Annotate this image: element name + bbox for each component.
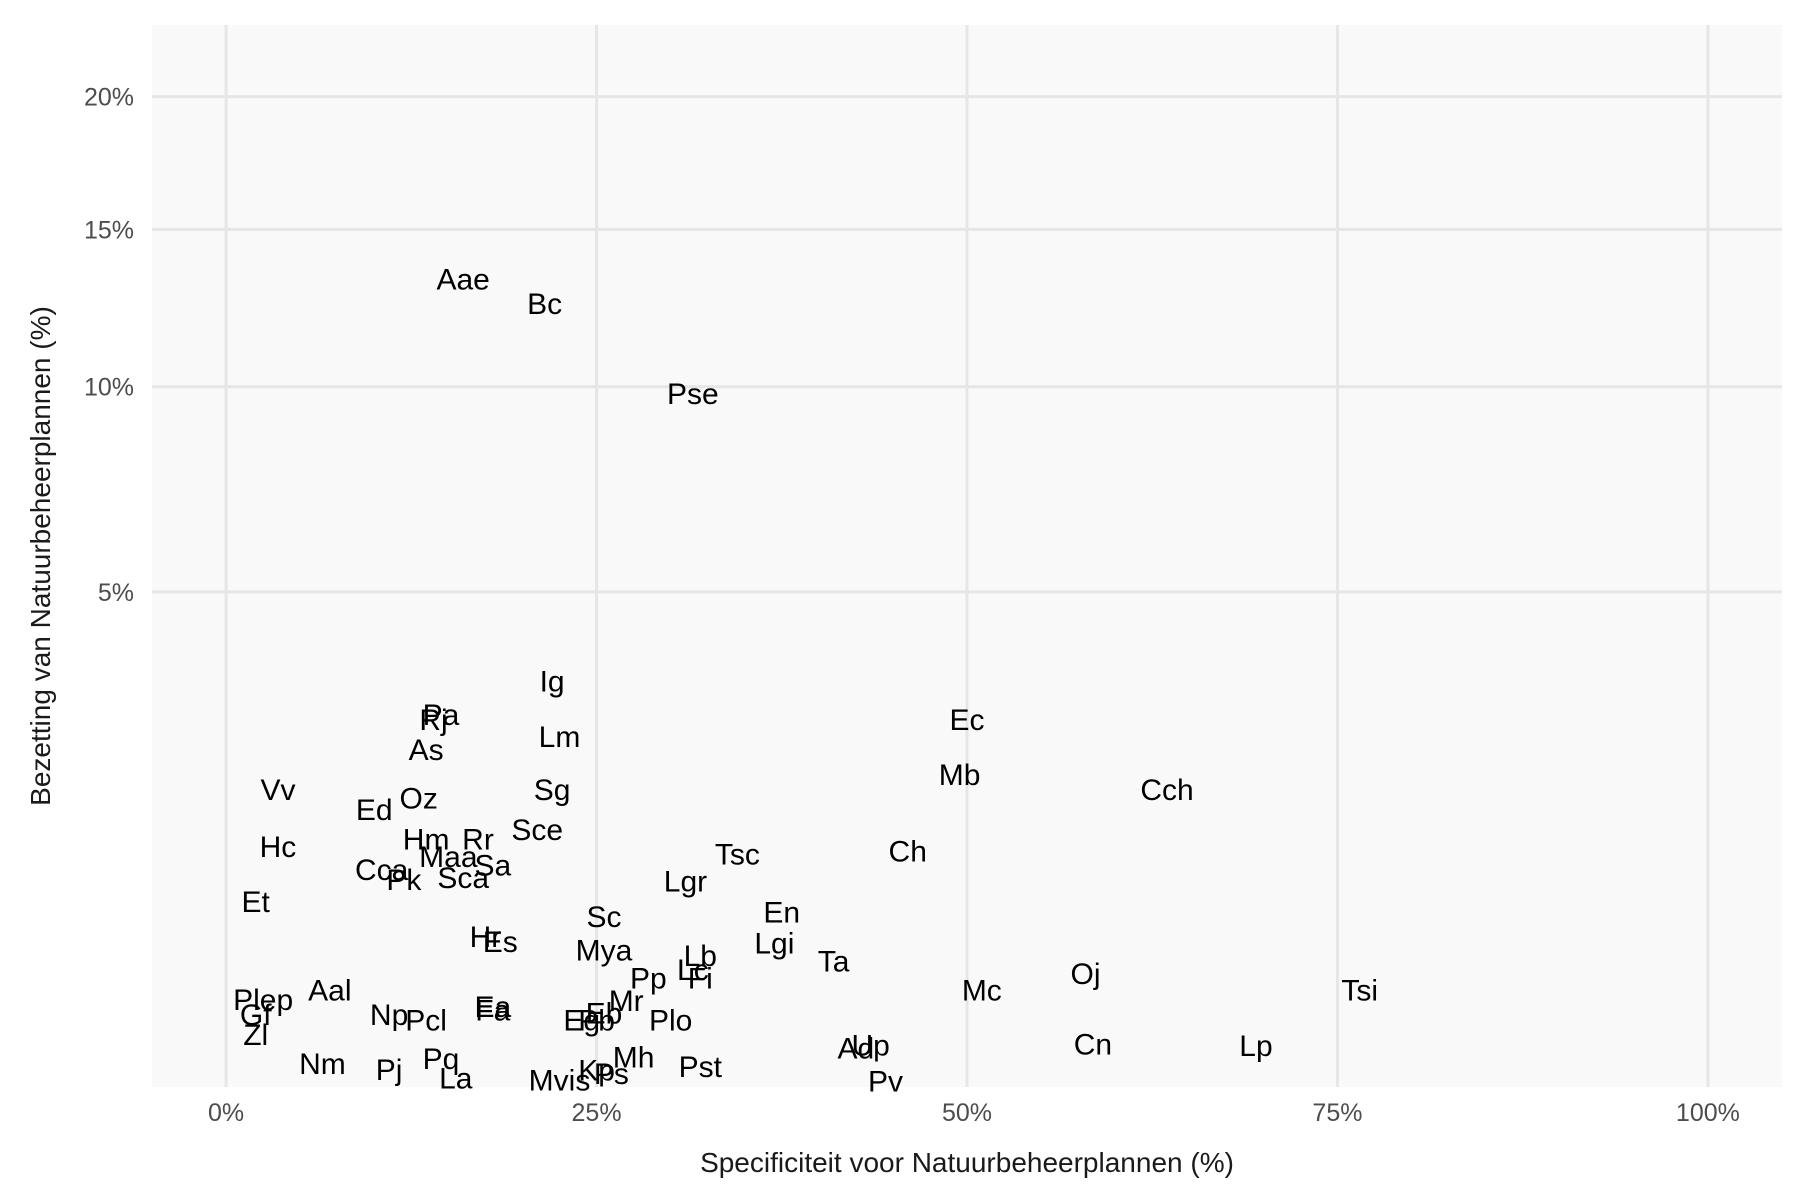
point-label-ad: Ad <box>838 1033 875 1066</box>
point-label-oz: Oz <box>400 782 438 815</box>
point-label-pb: Pb <box>578 1005 615 1038</box>
point-label-gf: Gf <box>240 999 272 1032</box>
point-label-sc: Sc <box>586 901 621 934</box>
x-axis-ticks: 0% 25% 50% 75% 100% <box>208 1099 1740 1127</box>
point-label-ec: Ec <box>949 704 984 737</box>
point-label-hm: Hm <box>403 823 450 856</box>
point-label-cn: Cn <box>1074 1028 1112 1061</box>
point-label-fi: Fi <box>688 963 713 996</box>
point-label-pa: Pa <box>423 699 460 732</box>
point-label-mh: Mh <box>613 1041 655 1074</box>
point-label-bc: Bc <box>527 288 562 321</box>
point-label-nm: Nm <box>299 1048 346 1081</box>
point-label-ps: Ps <box>594 1058 629 1091</box>
point-label-aae: Aae <box>436 263 489 296</box>
point-label-es: Es <box>483 926 518 959</box>
point-label-pp: Pp <box>630 963 667 996</box>
x-axis-title: Specificiteit voor Natuurbeheerplannen (… <box>700 1147 1234 1178</box>
point-label-plep: Plep <box>233 984 293 1017</box>
point-label-ch: Ch <box>889 836 927 869</box>
x-tick-label: 100% <box>1676 1099 1740 1127</box>
point-label-hc: Hc <box>260 831 297 864</box>
point-label-rj: Rj <box>419 704 447 737</box>
y-tick-label: 15% <box>84 216 134 244</box>
point-label-oj: Oj <box>1071 958 1101 991</box>
point-label-tsc: Tsc <box>715 839 760 872</box>
point-label-kp: Kp <box>578 1055 615 1088</box>
point-label-lc: Lc <box>677 954 709 987</box>
point-label-mr: Mr <box>609 985 644 1018</box>
point-label-eb: Eb <box>586 998 623 1031</box>
point-label-en: En <box>763 897 800 930</box>
x-tick-label: 75% <box>1312 1099 1362 1127</box>
point-label-np: Np <box>370 999 408 1032</box>
point-label-as: As <box>409 734 444 767</box>
x-tick-label: 25% <box>572 1099 622 1127</box>
point-label-sce: Sce <box>511 814 563 847</box>
point-label-up: Up <box>852 1030 890 1063</box>
point-label-sca: Sca <box>437 862 489 895</box>
point-label-aal: Aal <box>308 974 351 1007</box>
point-label-pk: Pk <box>386 864 422 897</box>
y-tick-label: 5% <box>98 579 134 607</box>
y-axis-title: Bezetting van Natuurbeheerplannen (%) <box>25 306 56 806</box>
point-label-mya: Mya <box>576 934 633 967</box>
point-label-mvis: Mvis <box>529 1065 591 1098</box>
point-label-pv: Pv <box>868 1066 903 1099</box>
point-label-cca: Cca <box>355 854 409 887</box>
point-label-et: Et <box>242 886 271 919</box>
point-label-eg: Eg <box>563 1005 600 1038</box>
point-label-tsi: Tsi <box>1341 974 1378 1007</box>
point-label-vv: Vv <box>260 774 295 807</box>
point-label-pq: Pq <box>423 1043 460 1076</box>
point-label-mc: Mc <box>962 974 1002 1007</box>
point-label-la: La <box>439 1062 473 1095</box>
y-axis-ticks: 5% 10% 15% 20% <box>84 84 134 607</box>
x-tick-label: 50% <box>942 1099 992 1127</box>
point-label-sg: Sg <box>534 774 571 807</box>
gridlines <box>152 25 1782 1087</box>
point-label-lb: Lb <box>684 940 717 973</box>
point-label-plo: Plo <box>649 1005 692 1038</box>
point-label-cch: Cch <box>1140 774 1193 807</box>
point-label-ed: Ed <box>356 794 393 827</box>
point-label-pst: Pst <box>679 1051 723 1084</box>
point-label-sa: Sa <box>474 850 511 883</box>
point-label-lm: Lm <box>539 721 581 754</box>
point-label-ta: Ta <box>818 946 850 979</box>
point-label-lp: Lp <box>1239 1030 1272 1063</box>
point-label-lgi: Lgi <box>754 927 794 960</box>
point-label-maa: Maa <box>419 841 478 874</box>
point-label-hr: Hr <box>470 921 502 954</box>
x-tick-label: 0% <box>208 1099 244 1127</box>
point-label-pcl: Pcl <box>405 1005 447 1038</box>
point-label-pj: Pj <box>376 1054 403 1087</box>
y-tick-label: 10% <box>84 374 134 402</box>
point-label-ea: Ea <box>474 991 511 1024</box>
point-label-pse: Pse <box>667 378 719 411</box>
point-label-rr: Rr <box>462 823 494 856</box>
y-tick-label: 20% <box>84 84 134 112</box>
point-label-zl: Zl <box>243 1019 268 1052</box>
point-label-ig: Ig <box>540 666 565 699</box>
point-label-fa: Fa <box>475 994 510 1027</box>
point-label-mb: Mb <box>939 759 981 792</box>
point-label-lgr: Lgr <box>664 866 707 899</box>
